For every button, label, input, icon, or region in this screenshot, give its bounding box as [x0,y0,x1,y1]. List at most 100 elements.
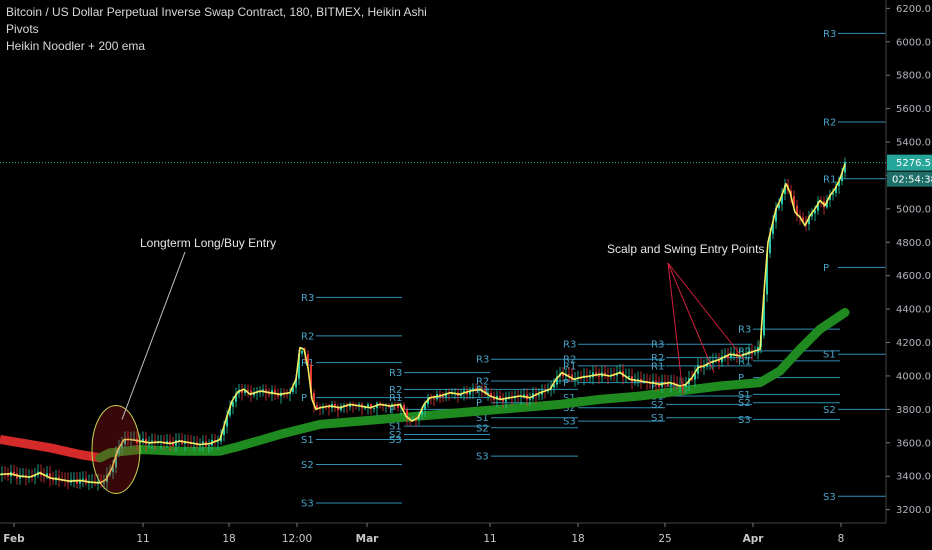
price-tick-label: 6200.0 [896,4,931,15]
candle-body [349,403,351,408]
candle-body [841,172,843,182]
pivot-label-p: P [301,393,307,404]
pivot-label-r1: R1 [823,174,836,185]
candle-body [793,196,795,206]
candle-body [655,380,657,384]
candle-body [52,478,54,481]
pivot-label-p: P [651,381,657,392]
chart-legend: Bitcoin / US Dollar Perpetual Inverse Sw… [6,4,427,55]
pivot-label-s1: S1 [738,390,751,401]
countdown-tag [887,171,932,187]
pivot-label-s2: S2 [476,423,489,434]
pivot-label-r2: R2 [476,376,489,387]
candle-body [733,353,735,355]
candle-body [499,395,501,399]
pivot-label-s1: S1 [301,435,314,446]
price-tick-label: 3400.0 [896,472,931,483]
scalp-entry-pointer [667,262,715,373]
candle-body [274,390,276,394]
candle-body [463,390,465,394]
candle-body [148,443,150,445]
candle-body [49,473,51,479]
price-tick-label: 4800.0 [896,238,931,249]
candle-body [778,204,780,209]
pivot-label-s3: S3 [301,498,314,509]
candle-body [775,208,777,222]
pivot-label-s1: S1 [476,413,489,424]
candle-body [814,210,816,214]
price-tick-label: 4400.0 [896,305,931,316]
candle-body [142,438,144,441]
time-tick-label: 18 [571,533,584,545]
candle-body [172,443,174,446]
candle-body [523,394,525,397]
pivot-label-r1: R1 [389,393,402,404]
pivot-label-p: P [476,398,482,409]
pivot-label-s1: S1 [389,422,402,433]
candle-body [742,355,744,357]
pivot-label-r2: R2 [301,331,314,342]
current-price-tag [887,154,932,171]
candle-body [568,373,570,375]
candle-body [301,351,303,354]
price-axis[interactable]: 3200.0 3400.0 3600.0 3800.0 4000.0 4200.0 4400… [0,0,932,523]
candle-body [604,372,606,375]
candle-body [697,365,699,374]
price-tick-label: 4000.0 [896,371,931,382]
candle-body [421,409,423,415]
pivot-label-p: P [563,378,569,389]
candle-body [718,360,720,363]
candle-body [7,474,9,477]
candle-body [721,356,723,363]
candle-body [826,199,828,208]
candle-body [529,398,531,400]
candle-body [802,217,804,222]
symbol-title[interactable]: Bitcoin / US Dollar Perpetual Inverse Sw… [6,5,427,19]
candle-body [478,389,480,392]
candle-body [208,445,210,447]
candle-body [673,382,675,384]
candle-body [664,381,666,383]
study-noodler-label[interactable]: Heikin Noodler + 200 ema [6,39,146,53]
candle-body [118,447,120,454]
candle-body [796,205,798,216]
candle-body [262,389,264,392]
candle-body [844,162,846,173]
candle-body [562,373,564,377]
candle-body [223,426,225,436]
time-tick-label: 18 [222,533,235,545]
candle-body [232,401,234,407]
pivot-label-s2: S2 [563,403,576,414]
pivot-label-r2: R2 [563,355,576,366]
candle-body [358,404,360,406]
price-tick-label: 5600.0 [896,104,931,115]
candle-body [334,404,336,407]
pivot-label-r2: R2 [738,346,751,357]
pivot-label-s2: S2 [301,460,314,471]
candle-body [313,392,315,406]
time-tick-label: Feb [3,533,25,545]
time-axis[interactable]: Feb 11 18 12:00 Mar 11 18 25 Apr 8 [0,522,886,545]
price-tick-label: 5400.0 [896,138,931,149]
candle-body [685,384,687,387]
candle-body [247,389,249,391]
pivot-label-p: P [823,263,829,274]
pivot-label-s3: S3 [651,413,664,424]
candle-body [571,374,573,380]
candle-body [442,395,444,397]
candle-body [772,221,774,234]
candle-body [694,373,696,380]
candle-body [373,408,375,410]
candle-body [835,186,837,193]
pivot-label-s1: S1 [823,350,836,361]
candle-body [628,376,630,378]
candle-body [79,479,81,484]
candle-body [328,407,330,409]
pivot-label-r3: R3 [476,355,489,366]
candle-body [553,384,555,388]
candle-body [292,387,294,393]
study-pivots-label[interactable]: Pivots [6,22,39,36]
scalp-entry-pointer [667,262,745,360]
candle-body [259,391,261,393]
